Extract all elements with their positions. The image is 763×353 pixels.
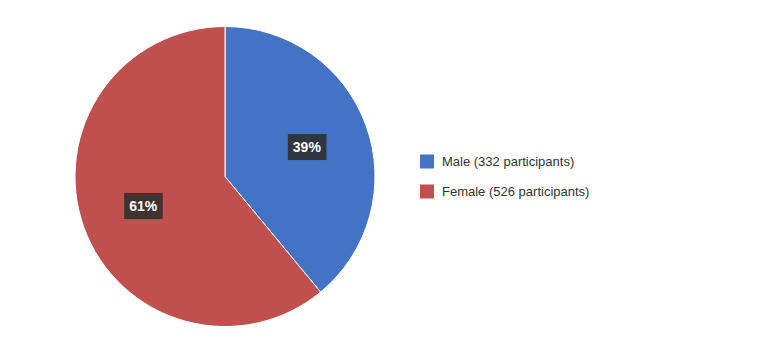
legend-item: Female (526 participants)	[420, 184, 589, 199]
legend-swatch	[420, 155, 434, 169]
data-label-group: 39%	[288, 134, 327, 160]
legend: Male (332 participants) Female (526 parti…	[420, 154, 589, 199]
chart-container: 39% 61% Male (332 participants) Female (526…	[0, 0, 763, 353]
pie-slice	[75, 27, 321, 327]
data-label-box	[124, 193, 163, 219]
data-label: 39%	[293, 139, 322, 155]
data-labels: 39% 61%	[124, 134, 326, 219]
legend-swatch	[420, 185, 434, 199]
data-label-group: 61%	[124, 193, 163, 219]
legend-label: Female (526 participants)	[442, 184, 589, 199]
pie	[75, 27, 375, 327]
data-label: 61%	[129, 198, 158, 214]
chart-svg: 39% 61% Male (332 participants) Female (526…	[0, 0, 763, 353]
data-label-box	[288, 134, 327, 160]
legend-label: Male (332 participants)	[442, 154, 574, 169]
legend-item: Male (332 participants)	[420, 154, 574, 169]
